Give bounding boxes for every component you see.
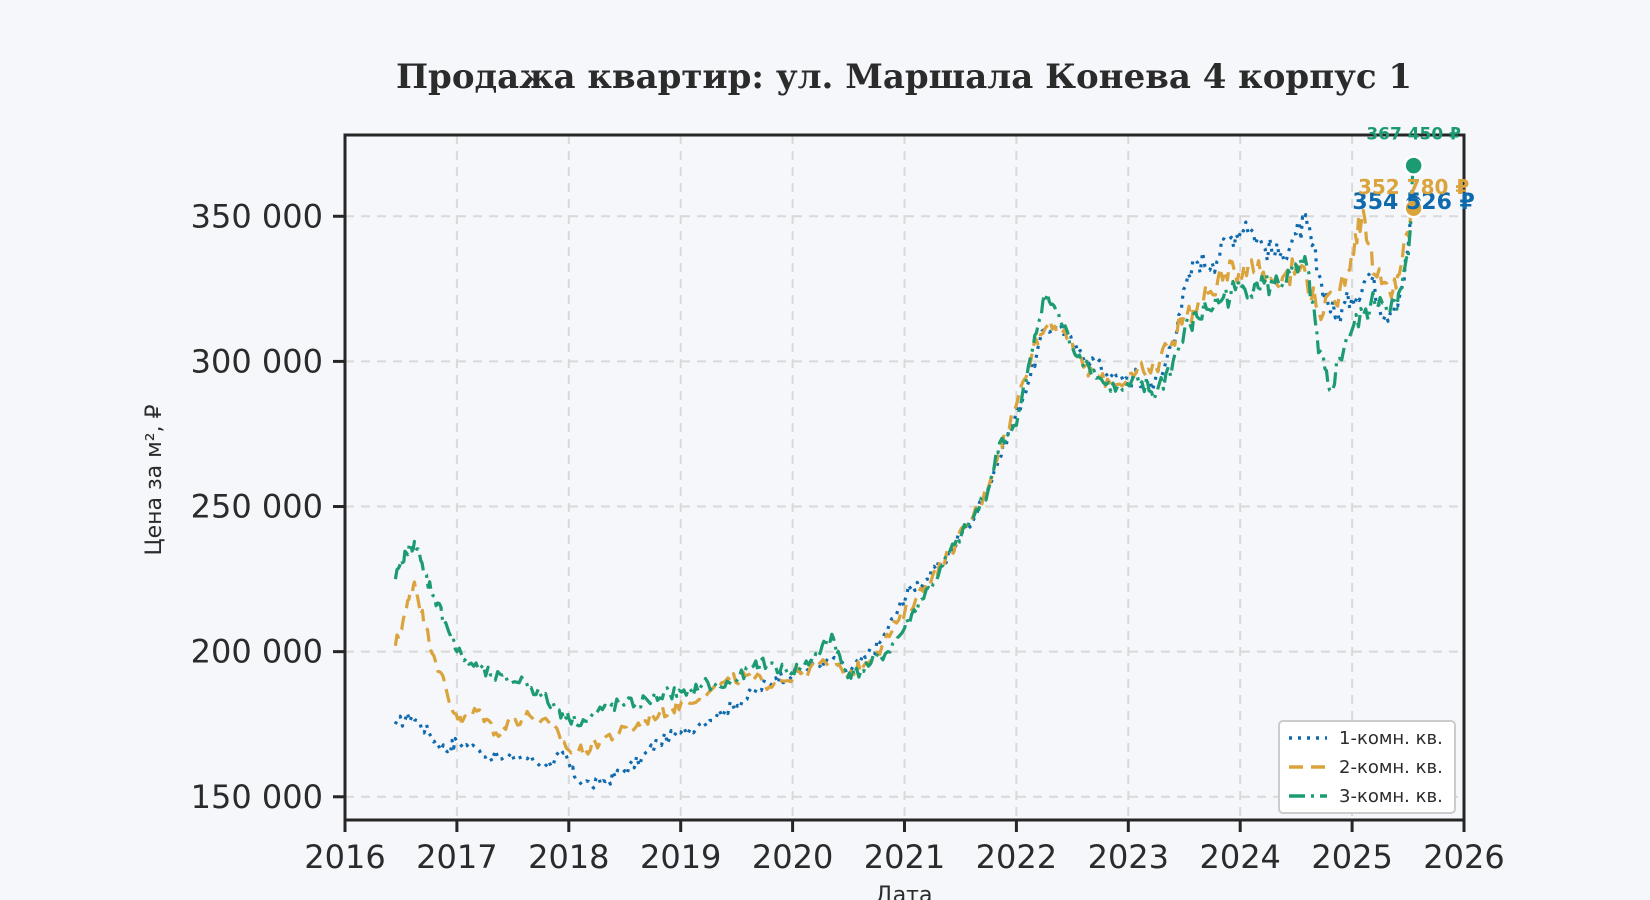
x-tick-label: 2016 — [304, 838, 385, 876]
legend-box — [1278, 720, 1456, 814]
x-tick-label: 2023 — [1088, 838, 1169, 876]
series-layer — [393, 165, 1416, 790]
x-tick-label: 2025 — [1311, 838, 1392, 876]
end-value-label: 352 780 ₽ — [1358, 175, 1469, 199]
x-tick-label: 2019 — [640, 838, 721, 876]
series-end-point — [1403, 155, 1424, 176]
x-tick-label: 2026 — [1423, 838, 1504, 876]
legend-item-label: 1-комн. кв. — [1339, 728, 1443, 749]
y-tick-label: 250 000 — [191, 488, 323, 526]
x-axis-label: Дата — [876, 883, 933, 900]
series-line — [393, 207, 1416, 757]
series-line — [393, 165, 1416, 728]
legend-item-label: 3-комн. кв. — [1339, 786, 1443, 807]
series-line — [393, 202, 1416, 790]
legend-item-label: 2-комн. кв. — [1339, 757, 1443, 778]
y-tick-label: 200 000 — [191, 633, 323, 671]
y-tick-label: 350 000 — [191, 197, 323, 235]
x-tick-label: 2021 — [864, 838, 945, 876]
x-tick-label: 2017 — [416, 838, 497, 876]
end-value-label: 354 526 ₽ — [1352, 190, 1474, 215]
series-end-point — [1403, 197, 1424, 219]
x-tick-label: 2018 — [528, 838, 609, 876]
x-tick-label: 2022 — [976, 838, 1057, 876]
x-tick-label: 2024 — [1199, 838, 1280, 876]
y-axis-label: Цена за м², ₽ — [142, 404, 167, 555]
x-tick-label: 2020 — [752, 838, 833, 876]
legend: 1-комн. кв. 2-комн. кв. 3-комн. кв. — [1278, 720, 1456, 814]
y-tick-label: 300 000 — [191, 342, 323, 380]
end-label-layer: 367 450 ₽ 354 526 ₽352 780 ₽ — [1352, 125, 1475, 219]
end-value-label: 367 450 ₽ — [1366, 125, 1461, 145]
tick-layer: 2016 2017 2018 2019 2020 2021 2022 2023 2024 2025… — [191, 197, 1505, 876]
chart-title: Продажа квартир: ул. Маршала Конева 4 ко… — [396, 57, 1412, 97]
grid-layer — [345, 135, 1464, 820]
y-tick-label: 150 000 — [191, 778, 323, 816]
